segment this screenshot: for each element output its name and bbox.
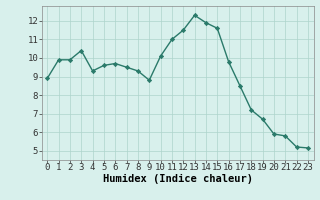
X-axis label: Humidex (Indice chaleur): Humidex (Indice chaleur)	[103, 174, 252, 184]
